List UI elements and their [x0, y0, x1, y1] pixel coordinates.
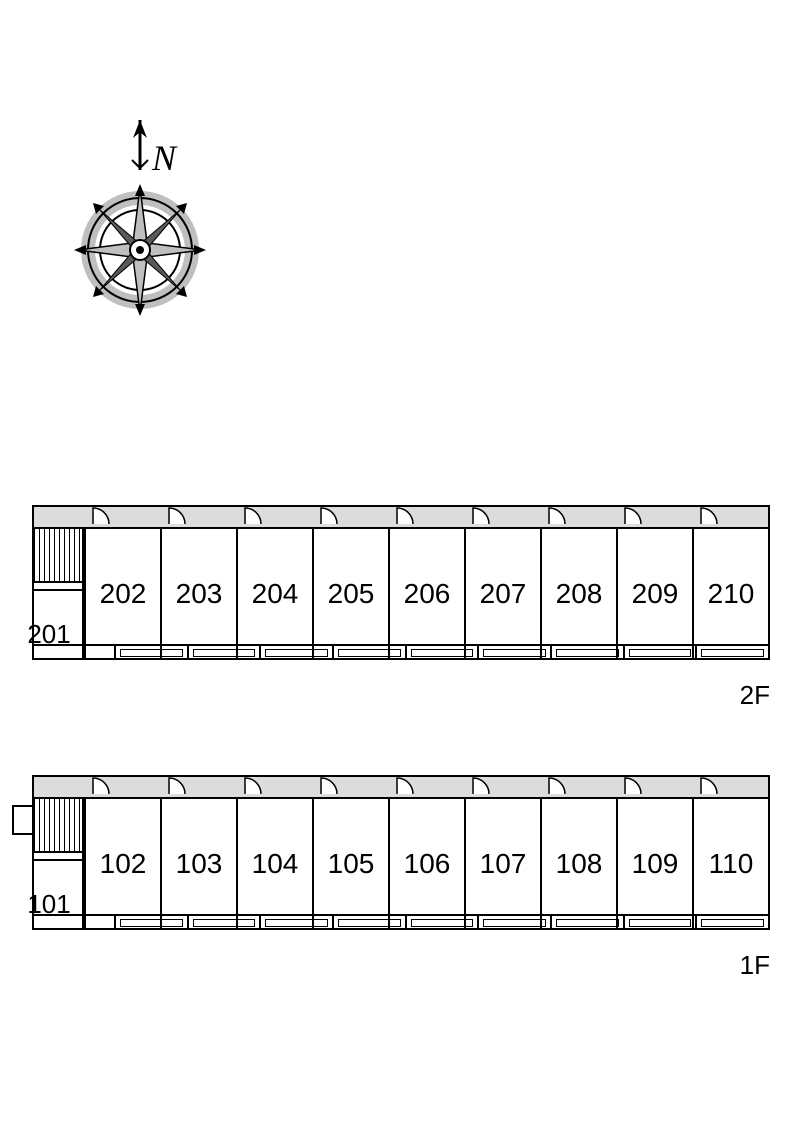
entry-icon: [12, 805, 32, 835]
unit-label: 207: [480, 578, 527, 610]
balcony-strip: [34, 644, 768, 660]
unit: 206: [388, 529, 464, 658]
compass-label: N: [151, 138, 178, 178]
door-icon: [548, 775, 566, 795]
stair-1f: 101: [34, 799, 84, 928]
units-row-2f: 201 202 203 204 205 206: [32, 527, 770, 660]
unit: 102: [84, 799, 160, 928]
unit: 108: [540, 799, 616, 928]
unit: 103: [160, 799, 236, 928]
unit-label: 209: [632, 578, 679, 610]
door-icon: [700, 505, 718, 525]
unit-label: 105: [328, 848, 375, 880]
unit-label: 107: [480, 848, 527, 880]
unit: 203: [160, 529, 236, 658]
door-icon: [244, 775, 262, 795]
door-icon: [168, 505, 186, 525]
unit-label: 106: [404, 848, 451, 880]
staircase-icon: [34, 529, 82, 591]
floor-1: 101 102 103 104 105 106: [32, 775, 770, 930]
unit-label: 110: [709, 848, 754, 880]
stair-2f: 201: [34, 529, 84, 658]
door-icon: [168, 775, 186, 795]
door-icon: [700, 775, 718, 795]
door-icon: [244, 505, 262, 525]
staircase-icon: [34, 799, 82, 861]
unit-label: 210: [708, 578, 755, 610]
unit-label: 205: [328, 578, 375, 610]
door-icon: [472, 775, 490, 795]
door-icon: [624, 775, 642, 795]
unit-label: 103: [176, 848, 223, 880]
unit-label: 108: [556, 848, 603, 880]
unit-label: 208: [556, 578, 603, 610]
unit: 210: [692, 529, 768, 658]
unit: 109: [616, 799, 692, 928]
unit: 107: [464, 799, 540, 928]
door-icon: [396, 775, 414, 795]
floor-label-2f: 2F: [740, 680, 770, 711]
unit-label: 104: [252, 848, 299, 880]
door-icon: [320, 775, 338, 795]
door-icon: [548, 505, 566, 525]
unit: 106: [388, 799, 464, 928]
unit: 205: [312, 529, 388, 658]
floorplan-canvas: N: [0, 0, 800, 1132]
unit: 110: [692, 799, 768, 928]
unit: 104: [236, 799, 312, 928]
unit-label: 202: [100, 578, 147, 610]
unit: 209: [616, 529, 692, 658]
compass: N: [70, 120, 210, 320]
balcony-strip: [34, 914, 768, 930]
unit-label: 204: [252, 578, 299, 610]
compass-svg: N: [70, 120, 210, 320]
door-icon: [320, 505, 338, 525]
door-icon: [472, 505, 490, 525]
unit: 202: [84, 529, 160, 658]
door-icon: [624, 505, 642, 525]
units-row-1f: 101 102 103 104 105 106: [32, 797, 770, 930]
door-icon: [92, 775, 110, 795]
unit-label: 203: [176, 578, 223, 610]
unit-label: 109: [632, 848, 679, 880]
door-icon: [396, 505, 414, 525]
unit-label: 206: [404, 578, 451, 610]
floor-2: 201 202 203 204 205 206: [32, 505, 770, 660]
unit: 207: [464, 529, 540, 658]
unit: 105: [312, 799, 388, 928]
door-icon: [92, 505, 110, 525]
unit: 208: [540, 529, 616, 658]
unit: 204: [236, 529, 312, 658]
unit-label: 102: [100, 848, 147, 880]
floor-label-1f: 1F: [740, 950, 770, 981]
